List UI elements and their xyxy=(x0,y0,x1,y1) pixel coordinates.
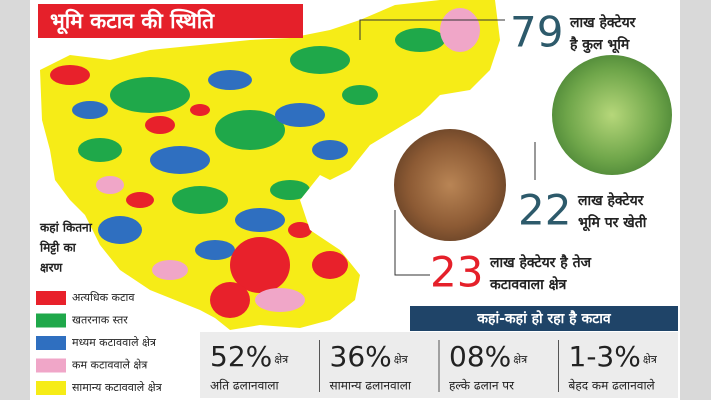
slope-title: कहां-कहां हो रहा है कटाव xyxy=(476,310,612,327)
legend-swatch xyxy=(36,291,66,305)
legend-swatch xyxy=(36,313,66,328)
legend-heading: क्षरण xyxy=(40,261,64,275)
callout-text: लाख हेक्टेयर xyxy=(569,14,637,31)
connectors xyxy=(359,19,536,276)
slope-unit: क्षेत्र xyxy=(274,353,289,366)
legend-label: कम कटाववाले क्षेत्र xyxy=(72,359,148,372)
title-box xyxy=(38,4,303,38)
slope-value: 36% xyxy=(330,340,392,373)
callout-number: 23 xyxy=(430,248,483,297)
callout-text: लाख हेक्टेयर xyxy=(577,192,645,209)
slope-unit: क्षेत्र xyxy=(394,353,409,366)
legend-swatch xyxy=(36,336,66,350)
slope-label: बेहद कम ढलानवाले xyxy=(569,379,656,393)
callout-number: 79 xyxy=(510,8,563,57)
callout-text: भूमि पर खेती xyxy=(578,214,648,232)
slope-label: सामान्य ढलानवाला xyxy=(330,379,412,393)
legend-label: सामान्य कटाववाले क्षेत्र xyxy=(72,381,163,394)
callout-number: 22 xyxy=(518,186,571,235)
slope-value: 1-3% xyxy=(569,340,641,373)
crop-photo xyxy=(548,51,676,179)
legend-heading: कहां कितना xyxy=(39,221,93,235)
legend-swatch xyxy=(36,358,66,373)
callout-text: है कुल भूमि xyxy=(569,36,630,54)
callout-text: लाख हेक्टेयर है तेज xyxy=(489,254,592,271)
legend-label: मध्यम कटाववाले क्षेत्र xyxy=(72,336,157,349)
callout-text: कटाववाला क्षेत्र xyxy=(489,276,568,293)
slope-label: अति ढलानवाला xyxy=(210,379,280,393)
legend-swatch xyxy=(36,381,66,395)
slope-label: हल्के ढलान पर xyxy=(449,379,515,393)
legend-heading: मिट्टी का xyxy=(39,241,77,256)
slope-unit: क्षेत्र xyxy=(513,353,528,366)
soil-photo xyxy=(390,125,510,245)
slope-value: 08% xyxy=(449,340,511,373)
title: भूमि कटाव की स्थिति xyxy=(50,8,215,35)
slope-unit: क्षेत्र xyxy=(643,353,658,366)
legend-label: खतरनाक स्तर xyxy=(72,314,128,327)
legend-label: अत्यधिक कटाव xyxy=(72,291,135,304)
slope-title-bar xyxy=(410,306,678,331)
slope-value: 52% xyxy=(210,340,272,373)
